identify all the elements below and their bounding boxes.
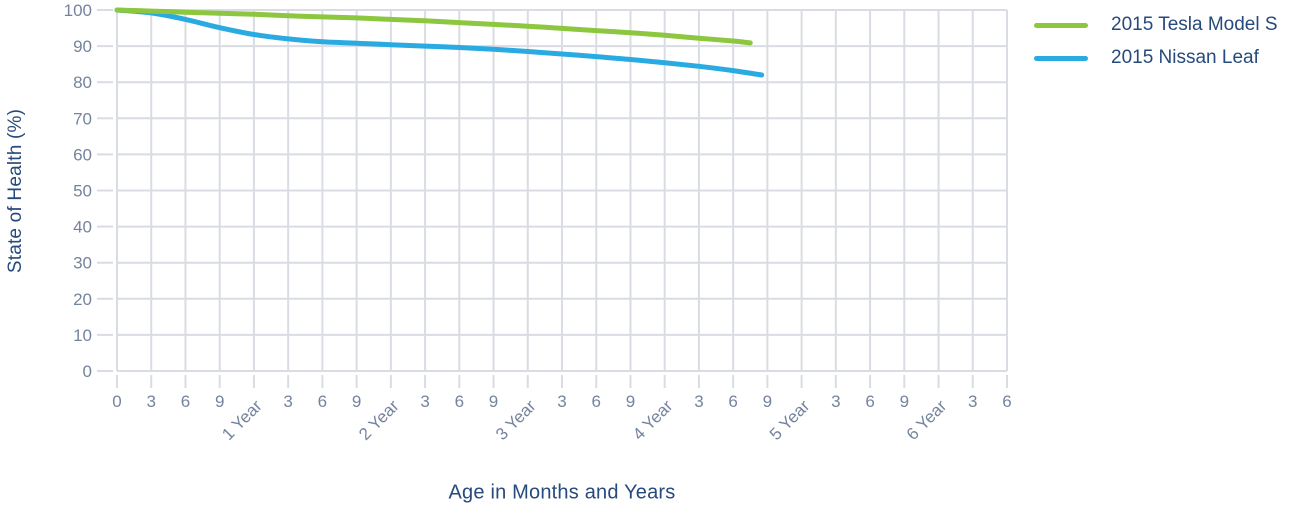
legend-label-nissan-leaf: 2015 Nissan Leaf <box>1111 47 1259 68</box>
x-tick-label: 9 <box>763 392 772 411</box>
x-tick-label: 3 <box>420 392 429 411</box>
y-tick-label: 90 <box>73 37 92 56</box>
x-tick-label: 9 <box>900 392 909 411</box>
y-tick-label: 10 <box>73 326 92 345</box>
x-tick-label: 9 <box>489 392 498 411</box>
x-tick-label: 3 <box>968 392 977 411</box>
x-tick-label: 6 <box>591 392 600 411</box>
x-axis-title: Age in Months and Years <box>448 481 676 504</box>
y-axis-title: State of Health (%) <box>5 108 26 274</box>
y-tick-label: 40 <box>73 218 92 237</box>
x-tick-label: 6 <box>318 392 327 411</box>
x-tick-label: 3 <box>146 392 155 411</box>
leaf-line-swatch <box>1034 55 1088 61</box>
x-tick-label: 9 <box>215 392 224 411</box>
x-tick-label-year: 4 Year <box>629 396 677 444</box>
legend-item-nissan-leaf[interactable]: 2015 Nissan Leaf <box>1034 46 1278 70</box>
tesla-line-swatch <box>1034 22 1088 28</box>
nissan-leaf-line <box>114 7 765 78</box>
x-tick-label-year: 2 Year <box>355 396 403 444</box>
x-tick-label: 6 <box>728 392 737 411</box>
tesla-model-s-line <box>114 7 753 46</box>
x-tick-label: 6 <box>455 392 464 411</box>
x-tick-label: 3 <box>557 392 566 411</box>
y-tick-label: 80 <box>73 73 92 92</box>
x-tick-label: 3 <box>831 392 840 411</box>
legend-label-tesla-model-s: 2015 Tesla Model S <box>1111 14 1278 35</box>
x-tick-label: 3 <box>283 392 292 411</box>
legend-item-tesla-model-s[interactable]: 2015 Tesla Model S <box>1034 13 1278 37</box>
legend: 2015 Tesla Model S 2015 Nissan Leaf <box>1034 13 1278 70</box>
y-tick-label: 60 <box>73 145 92 164</box>
x-tick-label-year: 3 Year <box>492 396 540 444</box>
x-tick-label: 6 <box>181 392 190 411</box>
x-tick-label: 6 <box>865 392 874 411</box>
x-tick-label: 6 <box>1002 392 1011 411</box>
y-tick-label: 30 <box>73 254 92 273</box>
x-tick-label: 9 <box>626 392 635 411</box>
x-tick-label-year: 6 Year <box>903 396 951 444</box>
x-tick-label-year: 1 Year <box>218 396 266 444</box>
y-tick-label: 50 <box>73 182 92 201</box>
y-tick-label: 70 <box>73 109 92 128</box>
x-tick-label-year: 5 Year <box>766 396 814 444</box>
x-tick-label: 9 <box>352 392 361 411</box>
y-tick-label: 20 <box>73 290 92 309</box>
x-tick-label: 3 <box>694 392 703 411</box>
y-tick-label: 0 <box>83 362 92 381</box>
x-tick-label: 0 <box>112 392 121 411</box>
y-tick-label: 100 <box>64 1 92 20</box>
